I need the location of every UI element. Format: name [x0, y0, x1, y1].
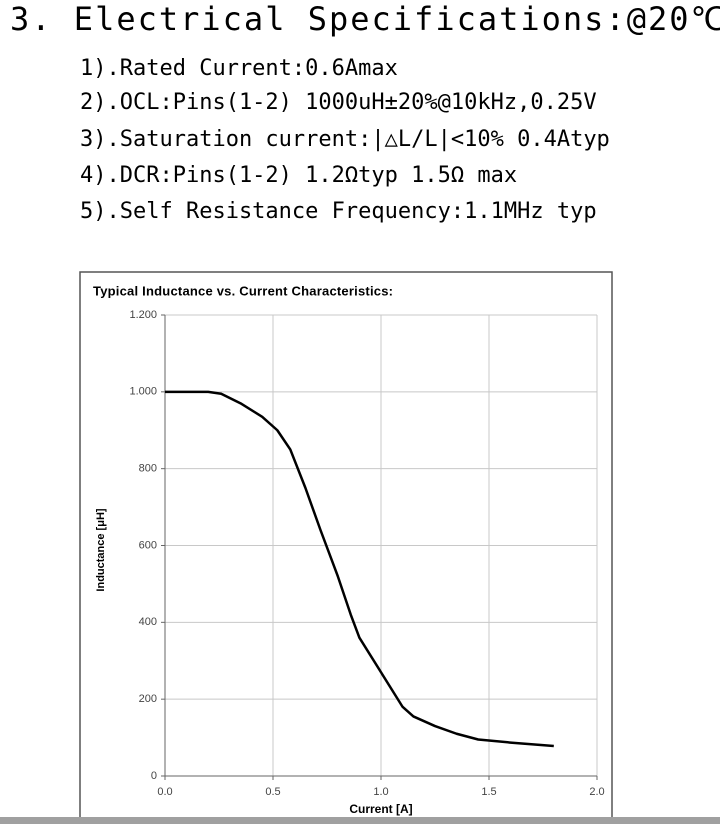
y-tick-label: 600: [139, 539, 157, 551]
spec: 4).DCR:Pins(1-2) 1.2Ωtyp 1.5Ω max: [80, 163, 518, 188]
y-tick-label: 1.000: [129, 386, 157, 398]
x-tick-label: 0.0: [157, 786, 172, 798]
x-tick-label: 0.5: [265, 786, 280, 798]
x-axis-label: Current [A]: [349, 802, 412, 816]
x-tick-label: 1.0: [373, 786, 388, 798]
spec: 3).Saturation current:|△L/L|<10% 0.4Atyp: [80, 127, 610, 152]
line: [165, 390, 554, 748]
x-tick-label: 1.5: [481, 786, 496, 798]
spec: 2).OCL:Pins(1-2) 1000uH±20%@10kHz,0.25V: [80, 90, 597, 115]
y-tick-label: 1.200: [129, 309, 157, 321]
spec: 1).Rated Current:0.6Amax: [80, 56, 398, 81]
heading: 3. Electrical Specifications:@20℃: [10, 0, 720, 38]
y-tick-label: 400: [139, 616, 157, 628]
x-tick-label: 2.0: [589, 786, 604, 798]
chart-frame: [79, 271, 613, 824]
spec: 5).Self Resistance Frequency:1.1MHz typ: [80, 199, 597, 224]
bottom-band: [0, 817, 720, 824]
y-axis-label: Inductance [μH]: [95, 508, 107, 591]
chart-title: Typical Inductance vs. Current Character…: [93, 283, 393, 298]
y-tick-label: 200: [139, 693, 157, 705]
y-tick-label: 800: [139, 463, 157, 475]
y-tick-label: 0: [151, 770, 157, 782]
